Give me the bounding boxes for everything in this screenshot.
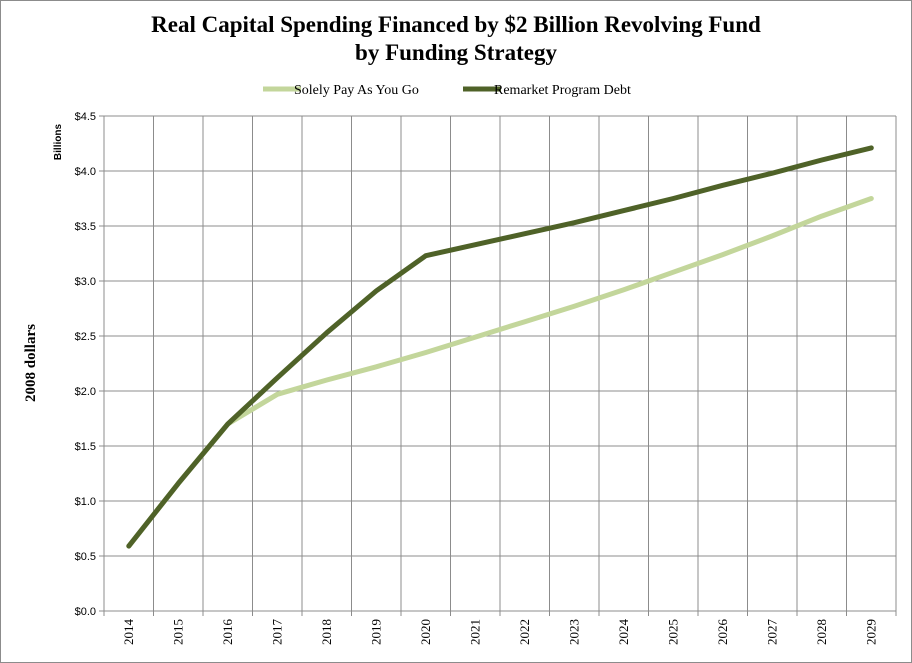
y-tick-label: $3.5 (75, 221, 96, 233)
y-tick-label: $2.5 (75, 331, 96, 343)
legend-label-series-0: Solely Pay As You Go (294, 83, 419, 98)
legend-label-series-1: Remarket Program Debt (494, 83, 631, 98)
x-axis-ticks: 2014 2015 2016 2017 2018 2019 2020 2021 2022 2023… (121, 619, 879, 646)
x-tick-label: 2025 (665, 619, 680, 645)
y-tick-label: $1.0 (75, 496, 96, 508)
y-tick-label: $3.0 (75, 276, 96, 288)
y-unit-label: Billions (53, 124, 64, 161)
x-tick-label: 2022 (517, 619, 532, 645)
y-tick-label: $0.0 (75, 606, 96, 618)
x-tick-label: 2014 (121, 619, 136, 646)
x-tick-label: 2029 (863, 619, 878, 645)
x-tick-label: 2027 (764, 619, 779, 646)
series-line-1 (126, 145, 874, 549)
x-tick-label: 2015 (170, 619, 185, 645)
y-tick-label: $4.0 (75, 166, 96, 178)
x-tick-label: 2026 (715, 619, 730, 646)
chart-subtitle: by Funding Strategy (355, 40, 557, 65)
x-tick-label: 2018 (319, 619, 334, 645)
y-tick-label: $0.5 (75, 551, 96, 563)
y-axis-label: 2008 dollars (23, 324, 39, 402)
legend: Solely Pay As You Go Remarket Program De… (263, 83, 631, 98)
y-axis-ticks: $0.0 $0.5 $1.0 $1.5 $2.0 $2.5 $3.0 $3.5 $4.0 $4.5 (75, 111, 96, 618)
grid (99, 115, 897, 616)
x-tick-label: 2028 (814, 619, 829, 645)
x-tick-label: 2017 (269, 619, 284, 646)
x-tick-label: 2016 (220, 619, 235, 646)
y-tick-label: $4.5 (75, 111, 96, 123)
chart-title: Real Capital Spending Financed by $2 Bil… (151, 12, 761, 37)
x-tick-label: 2024 (616, 619, 631, 646)
x-tick-label: 2023 (566, 619, 581, 645)
x-tick-label: 2019 (368, 619, 383, 645)
x-tick-label: 2020 (418, 619, 433, 645)
x-tick-label: 2021 (467, 619, 482, 645)
y-tick-label: $2.0 (75, 386, 96, 398)
series-line-0 (126, 196, 874, 549)
y-tick-label: $1.5 (75, 441, 96, 453)
series-lines (126, 145, 874, 549)
